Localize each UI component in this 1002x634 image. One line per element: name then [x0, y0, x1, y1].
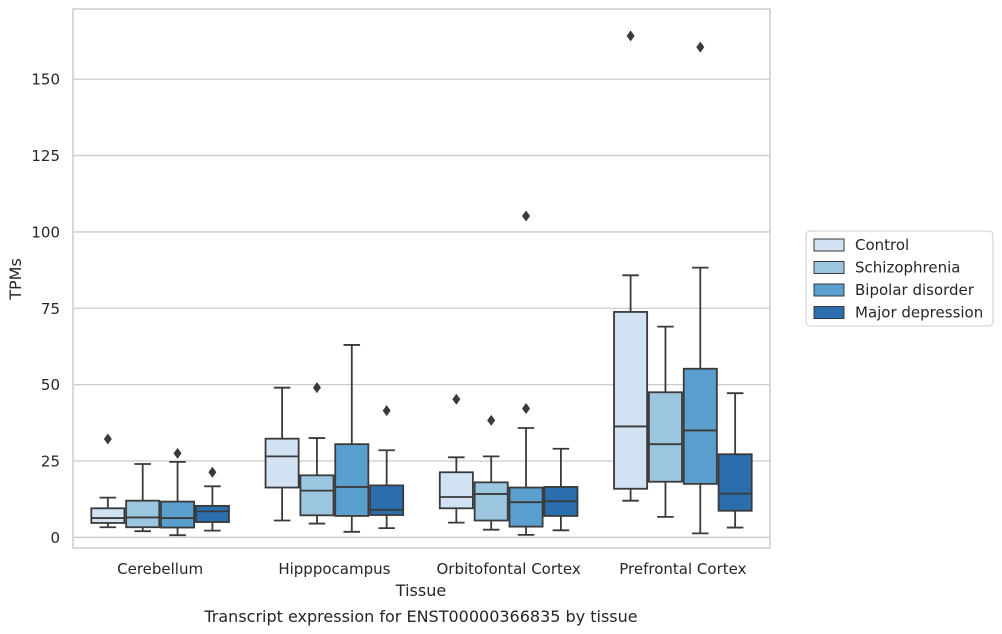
- box-iqr: [299, 474, 335, 517]
- box-iqr: [160, 500, 196, 529]
- legend-swatch: [813, 238, 845, 252]
- x-tick-label: Prefrontal Cortex: [619, 560, 746, 578]
- y-tick-label: 100: [31, 223, 60, 241]
- plot-frame: [72, 8, 771, 549]
- legend-item-control: Control: [813, 236, 909, 254]
- legend-frame: [805, 230, 994, 327]
- box-cerebellum-control: [90, 433, 126, 529]
- box-iqr: [647, 391, 683, 483]
- legend-label: Major depression: [855, 304, 983, 322]
- box-orbitofontal-cortex-major-depression: [543, 447, 579, 532]
- y-tick-label: 150: [31, 71, 60, 89]
- box-iqr: [613, 311, 649, 490]
- outlier-point: [487, 414, 496, 426]
- y-tick-label: 0: [50, 529, 60, 547]
- y-tick-label: 75: [41, 300, 60, 318]
- grid-lines: [73, 78, 770, 538]
- box-cerebellum-bipolar-disorder: [160, 447, 196, 537]
- legend-item-bipolar-disorder: Bipolar disorder: [813, 281, 975, 299]
- box-orbitofontal-cortex-control: [438, 393, 474, 524]
- outlier-point: [626, 30, 635, 42]
- legend-item-major-depression: Major depression: [813, 304, 983, 322]
- y-axis-label: TPMs: [6, 258, 25, 301]
- y-tick-labels: 0 25 50 75 100 125 150: [31, 71, 60, 547]
- legend-swatch: [813, 306, 845, 319]
- box-iqr: [334, 443, 370, 517]
- box-iqr: [194, 504, 230, 523]
- outlier-point: [173, 447, 182, 459]
- box-iqr: [717, 453, 753, 512]
- box-cerebellum-major-depression: [194, 466, 230, 532]
- outlier-point: [208, 466, 217, 478]
- legend-label: Schizophrenia: [855, 259, 960, 277]
- box-iqr: [125, 499, 161, 529]
- legend-swatch: [813, 283, 845, 297]
- chart-caption: Transcript expression for ENST0000036683…: [203, 607, 637, 626]
- box-prefrontal-cortex-bipolar-disorder: [682, 41, 718, 535]
- legend: Control Schizophrenia Bipolar disorder Majo…: [805, 230, 994, 327]
- outlier-point: [522, 210, 531, 222]
- outlier-point: [452, 393, 461, 405]
- box-iqr: [90, 507, 126, 524]
- outlier-point: [382, 405, 391, 417]
- box-orbitofontal-cortex-schizophrenia: [473, 414, 509, 531]
- y-tick-label: 50: [41, 376, 60, 394]
- box-iqr: [508, 486, 544, 528]
- x-tick-labels: Cerebellum Hipppocampus Orbitofontal Corte…: [117, 560, 746, 578]
- box-prefrontal-cortex-control: [613, 30, 649, 502]
- x-tick-label: Cerebellum: [117, 560, 203, 578]
- x-tick-label: Orbitofontal Cortex: [437, 560, 581, 578]
- x-axis-label: Tissue: [395, 581, 446, 600]
- y-tick-label: 125: [31, 147, 60, 165]
- outlier-point: [696, 41, 705, 53]
- box-prefrontal-cortex-schizophrenia: [647, 325, 683, 518]
- box-prefrontal-cortex-major-depression: [717, 392, 753, 529]
- outlier-point: [103, 433, 112, 445]
- box-hipppocampus-bipolar-disorder: [334, 344, 370, 533]
- box-hipppocampus-schizophrenia: [299, 382, 335, 525]
- box-cerebellum-schizophrenia: [125, 463, 161, 533]
- box-hipppocampus-control: [264, 386, 300, 522]
- box-iqr: [264, 437, 300, 489]
- legend-swatch: [813, 261, 845, 274]
- box-iqr: [682, 367, 718, 485]
- x-tick-label: Hipppocampus: [278, 560, 390, 578]
- legend-label: Control: [855, 236, 909, 254]
- legend-item-schizophrenia: Schizophrenia: [813, 259, 960, 277]
- box-iqr: [438, 471, 474, 510]
- box-orbitofontal-cortex-bipolar-disorder: [508, 210, 544, 536]
- outlier-point: [312, 382, 321, 394]
- legend-label: Bipolar disorder: [855, 281, 975, 299]
- outlier-point: [522, 402, 531, 414]
- y-tick-label: 25: [41, 452, 60, 470]
- box-iqr: [473, 481, 509, 522]
- plot-area: [90, 30, 753, 537]
- box-hipppocampus-major-depression: [369, 405, 405, 530]
